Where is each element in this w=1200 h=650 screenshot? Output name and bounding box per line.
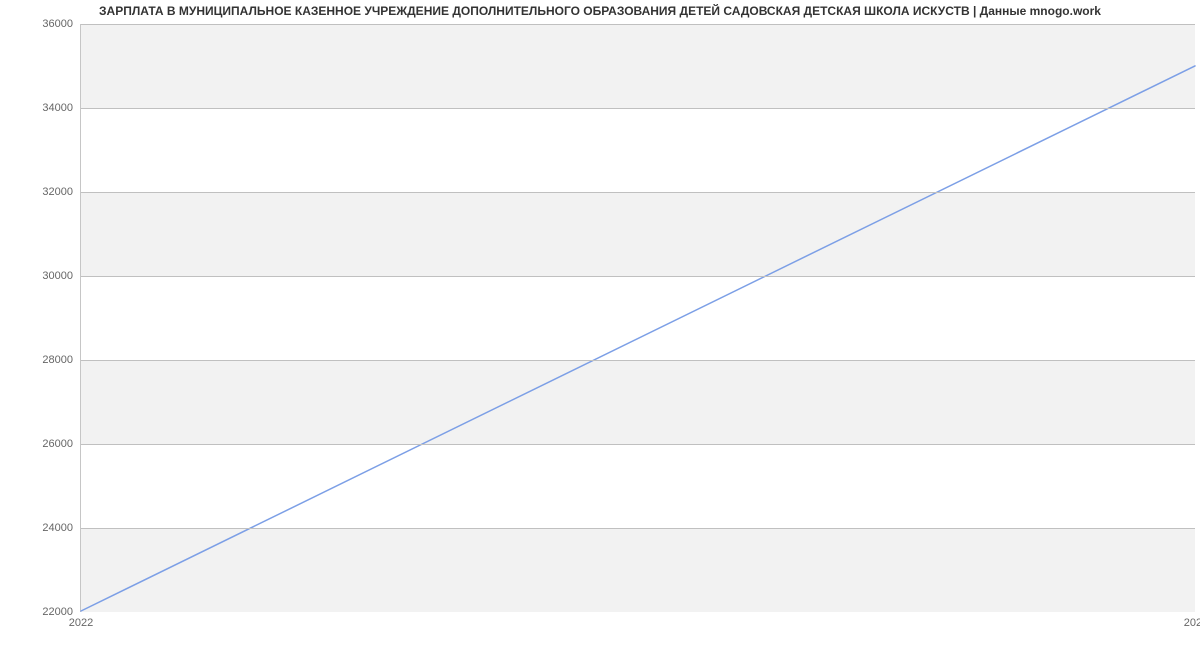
y-tick-label: 30000 xyxy=(42,270,81,282)
x-tick-label: 2022 xyxy=(69,611,93,629)
y-tick-label: 26000 xyxy=(42,438,81,450)
y-tick-label: 24000 xyxy=(42,522,81,534)
y-tick-label: 36000 xyxy=(42,18,81,30)
y-gridline xyxy=(81,444,1195,445)
y-gridline xyxy=(81,192,1195,193)
y-gridline xyxy=(81,108,1195,109)
y-tick-label: 28000 xyxy=(42,354,81,366)
y-gridline xyxy=(81,24,1195,25)
y-tick-label: 34000 xyxy=(42,102,81,114)
chart-title: ЗАРПЛАТА В МУНИЦИПАЛЬНОЕ КАЗЕННОЕ УЧРЕЖД… xyxy=(0,4,1200,18)
y-gridline xyxy=(81,276,1195,277)
salary-line-chart: ЗАРПЛАТА В МУНИЦИПАЛЬНОЕ КАЗЕННОЕ УЧРЕЖД… xyxy=(0,0,1200,650)
x-tick-label: 2023 xyxy=(1184,611,1200,629)
series-line xyxy=(81,66,1195,611)
line-series xyxy=(81,24,1195,611)
plot-area: 2200024000260002800030000320003400036000… xyxy=(80,24,1195,612)
y-gridline xyxy=(81,528,1195,529)
y-gridline xyxy=(81,360,1195,361)
y-tick-label: 32000 xyxy=(42,186,81,198)
